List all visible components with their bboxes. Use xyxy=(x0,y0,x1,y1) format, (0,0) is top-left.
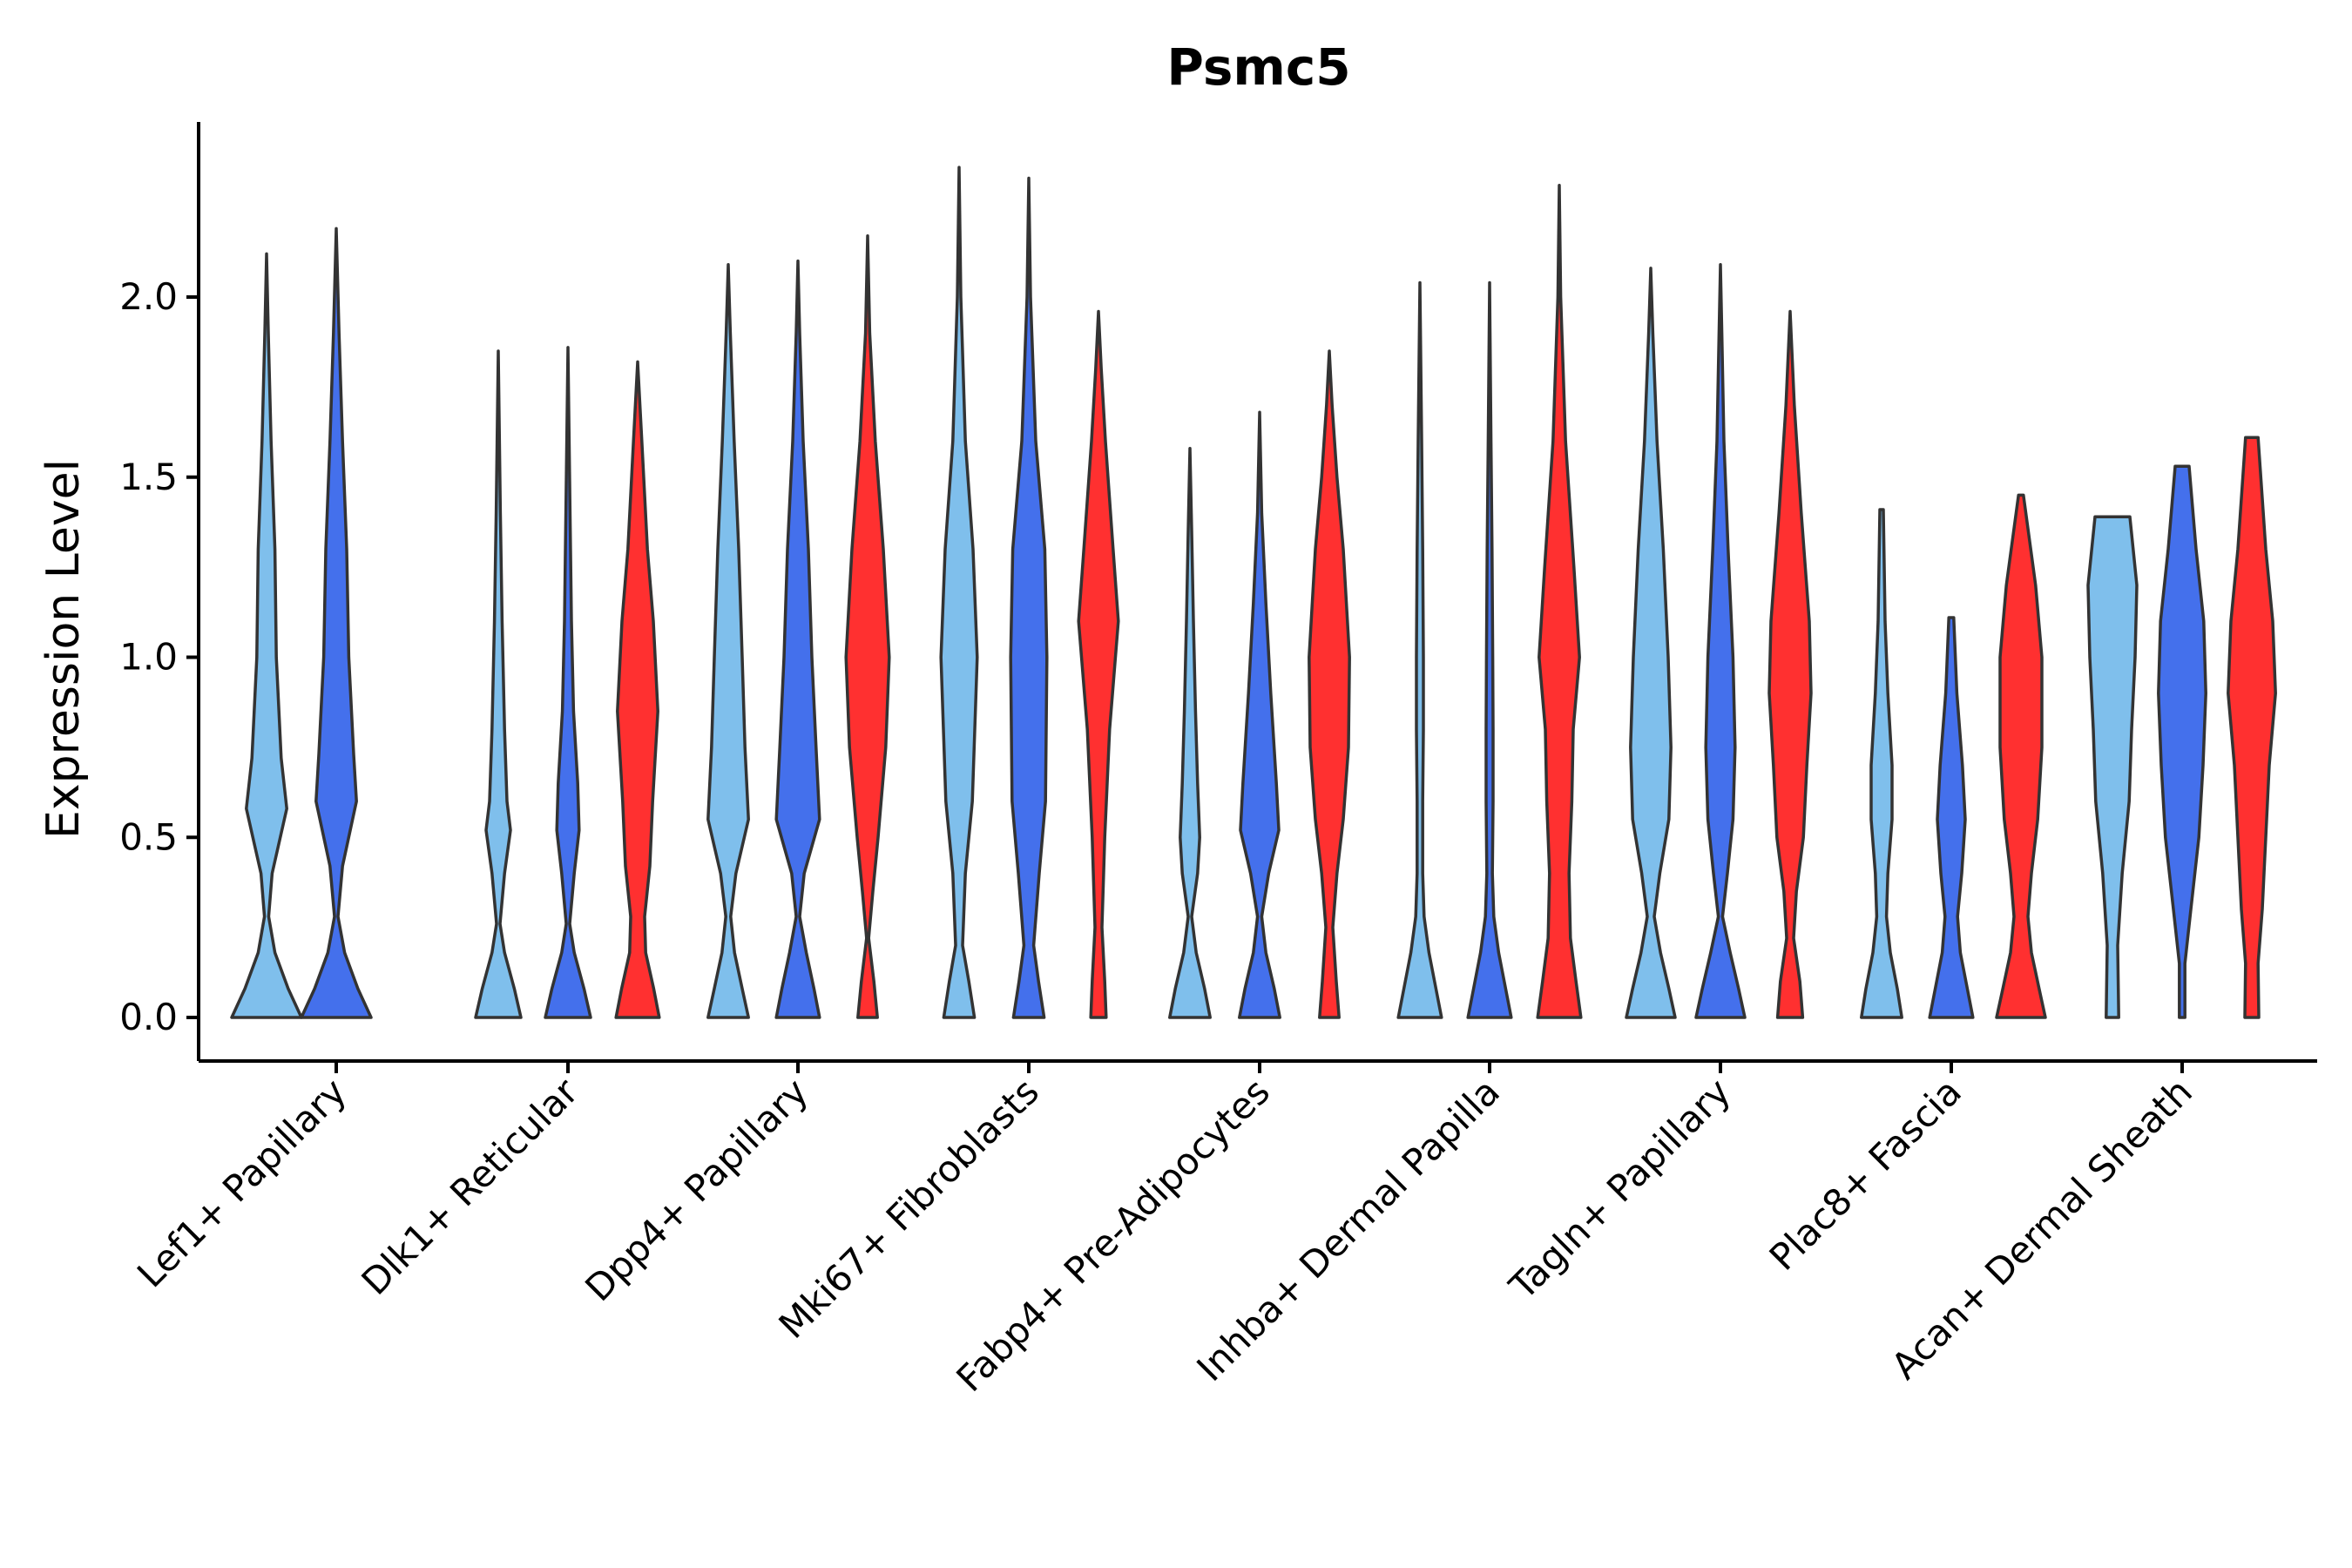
violin-lef1-papillary-group-light-blue xyxy=(230,252,303,1019)
violin-lef1-papillary-group-blue xyxy=(300,226,373,1019)
violin-fabp4-pre-adipocytes-group-light-blue xyxy=(1168,446,1212,1019)
x-tick-label: Dpp4+ Papillary xyxy=(577,1070,816,1309)
violin-mki67-fibroblasts-group-light-blue xyxy=(939,166,979,1019)
violin-fabp4-pre-adipocytes-group-blue xyxy=(1238,410,1281,1019)
chart-title: Psmc5 xyxy=(1166,37,1350,97)
x-tick-label: Dlk1+ Reticular xyxy=(354,1070,587,1303)
violin-acan-dermal-sheath-group-blue xyxy=(2157,464,2207,1019)
violin-dpp4-papillary-group-blue xyxy=(774,259,821,1019)
violin-dpp4-papillary-group-red xyxy=(844,233,891,1019)
x-tick-label: Plac8+ Fascia xyxy=(1761,1070,1970,1278)
violin-acan-dermal-sheath-group-light-blue xyxy=(2086,515,2139,1019)
y-tick-label: 2.0 xyxy=(119,275,178,318)
violin-fabp4-pre-adipocytes-group-red xyxy=(1308,349,1351,1019)
violin-dpp4-papillary-group-light-blue xyxy=(706,263,750,1019)
violin-inhba-dermal-papilla-group-red xyxy=(1536,184,1583,1019)
violin-plac8-fascia-group-light-blue xyxy=(1860,508,1903,1019)
violin-dlk1-reticular-group-blue xyxy=(544,346,592,1019)
violin-plac8-fascia-group-red xyxy=(1995,493,2047,1019)
y-tick-label: 0.0 xyxy=(119,996,178,1038)
violin-tagln-papillary-group-red xyxy=(1767,309,1813,1019)
y-axis-title: Expression Level xyxy=(37,459,90,839)
x-tick-label: Lef1+ Papillary xyxy=(129,1070,355,1295)
violin-acan-dermal-sheath-group-red xyxy=(2227,436,2277,1019)
y-tick-label: 1.0 xyxy=(119,636,178,679)
violin-tagln-papillary-group-light-blue xyxy=(1625,267,1677,1019)
violin-mki67-fibroblasts-group-blue xyxy=(1009,176,1049,1019)
x-tick-label: Mki67+ Fibroblasts xyxy=(771,1070,1047,1346)
violin-inhba-dermal-papilla-group-light-blue xyxy=(1396,280,1443,1019)
violin-layer xyxy=(230,166,2277,1019)
violin-dlk1-reticular-group-light-blue xyxy=(474,349,523,1019)
y-tick-label: 0.5 xyxy=(119,815,178,858)
x-tick-label: Tagln+ Papillary xyxy=(1501,1070,1739,1308)
violin-tagln-papillary-group-blue xyxy=(1694,263,1747,1019)
violin-plac8-fascia-group-blue xyxy=(1928,616,1975,1019)
violin-inhba-dermal-papilla-group-blue xyxy=(1466,280,1513,1019)
violin-mki67-fibroblasts-group-red xyxy=(1077,309,1120,1019)
violin-dlk1-reticular-group-red xyxy=(614,360,661,1019)
y-tick-label: 1.5 xyxy=(119,456,178,498)
